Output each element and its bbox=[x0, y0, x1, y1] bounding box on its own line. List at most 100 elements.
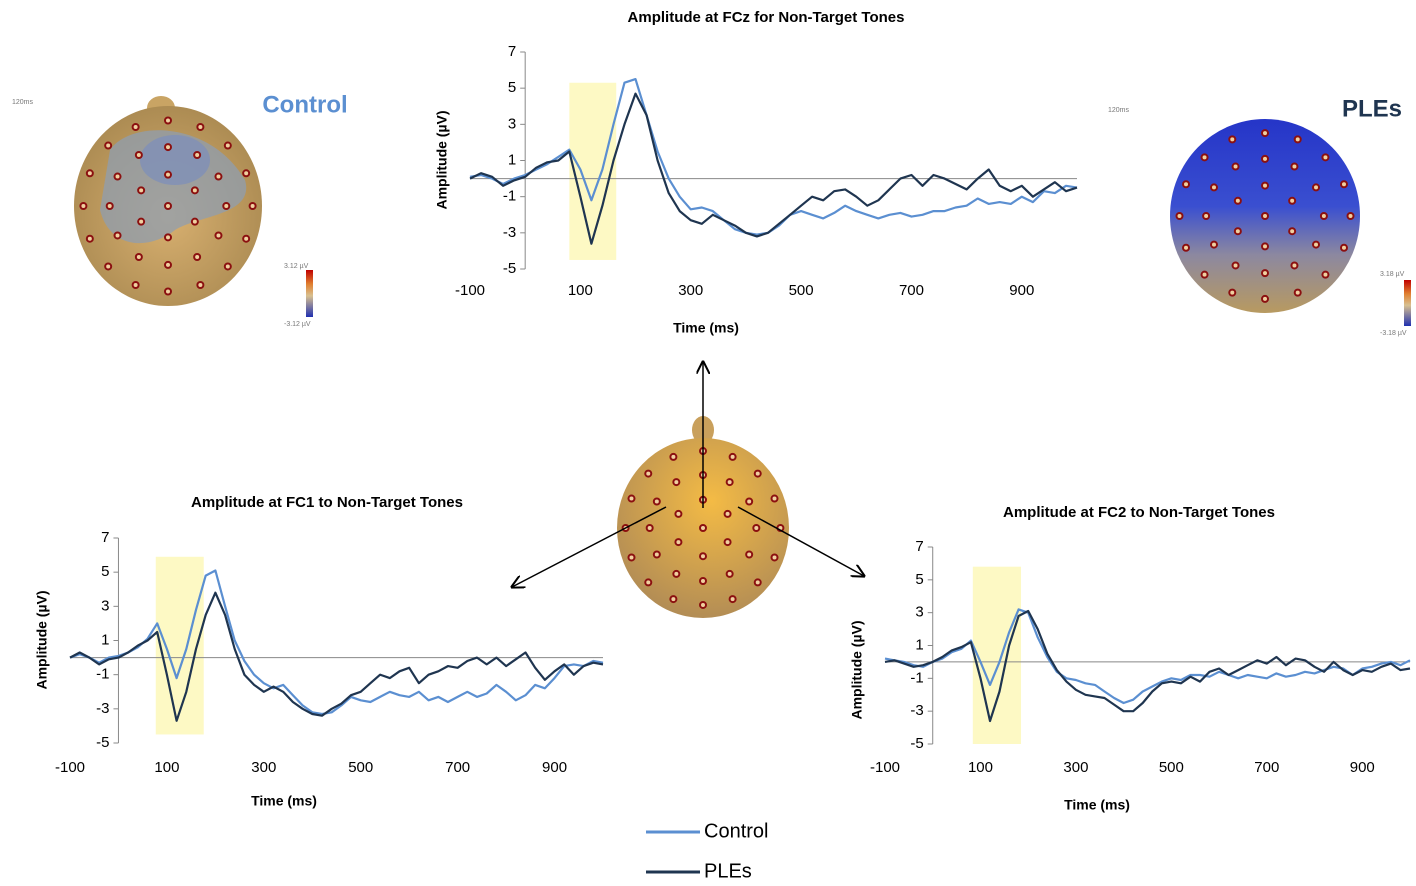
x-tick-label: 700 bbox=[445, 759, 470, 776]
electrode bbox=[1233, 196, 1242, 205]
topomap-label: PLEs bbox=[1342, 95, 1402, 122]
electrode bbox=[193, 253, 202, 262]
x-tick-label: 500 bbox=[789, 282, 814, 299]
electrode bbox=[745, 550, 754, 559]
y-tick-label: -3 bbox=[910, 702, 923, 719]
electrode bbox=[113, 231, 122, 240]
scale-max: 3.18 µV bbox=[1380, 271, 1405, 278]
series-line bbox=[884, 608, 1411, 705]
y-axis-label: Amplitude (µV) bbox=[34, 590, 50, 689]
legend-label: Control bbox=[704, 820, 768, 842]
electrode bbox=[674, 509, 683, 518]
series-line bbox=[69, 591, 604, 722]
electrode bbox=[223, 262, 232, 271]
electrode bbox=[753, 578, 762, 587]
series-line bbox=[884, 609, 1411, 723]
electrode bbox=[699, 577, 707, 586]
electrode bbox=[1231, 162, 1240, 171]
y-tick-label: -3 bbox=[503, 224, 516, 241]
electrode bbox=[105, 202, 114, 210]
electrode bbox=[214, 231, 223, 240]
electrode bbox=[1261, 269, 1269, 278]
electrode bbox=[134, 253, 143, 262]
x-tick-label: 300 bbox=[251, 759, 276, 776]
electrode bbox=[652, 497, 661, 506]
x-tick-label: 100 bbox=[968, 759, 993, 776]
electrode bbox=[1321, 153, 1330, 162]
x-tick-label: 500 bbox=[1159, 759, 1184, 776]
electrode bbox=[134, 150, 143, 159]
electrode bbox=[1293, 288, 1302, 297]
electrode bbox=[1175, 212, 1184, 220]
chart-title: Amplitude at FCz for Non-Target Tones bbox=[628, 9, 905, 26]
highlight-region bbox=[155, 556, 204, 735]
electrode bbox=[164, 143, 172, 152]
electrode bbox=[223, 141, 232, 150]
electrode bbox=[193, 150, 202, 159]
scale-min: -3.12 µV bbox=[284, 321, 311, 328]
electrode bbox=[104, 262, 113, 271]
electrode bbox=[1228, 135, 1237, 144]
electrode bbox=[699, 524, 707, 532]
y-tick-label: 5 bbox=[101, 563, 109, 580]
electrode bbox=[652, 550, 661, 559]
electrode bbox=[1288, 227, 1297, 236]
y-axis-label: Amplitude (µV) bbox=[849, 620, 865, 719]
electrode bbox=[1312, 183, 1321, 192]
electrode bbox=[1200, 270, 1209, 279]
scale-min: -3.18 µV bbox=[1380, 330, 1407, 337]
electrode bbox=[1339, 243, 1348, 252]
chart-title: Amplitude at FC1 to Non-Target Tones bbox=[191, 494, 463, 511]
electrode bbox=[164, 287, 172, 296]
x-tick-label: 900 bbox=[1009, 282, 1034, 299]
x-tick-label: -100 bbox=[55, 759, 85, 776]
electrode bbox=[85, 234, 94, 243]
chart-title: Amplitude at FC2 to Non-Target Tones bbox=[1003, 504, 1275, 521]
y-tick-label: 7 bbox=[508, 43, 516, 60]
electrode bbox=[164, 202, 172, 210]
x-axis-label: Time (ms) bbox=[251, 793, 317, 809]
color-scale bbox=[306, 270, 313, 317]
electrode bbox=[214, 172, 223, 181]
ples-topomap bbox=[1170, 119, 1360, 313]
legend-label: PLEs bbox=[704, 860, 752, 882]
x-tick-label: -100 bbox=[455, 282, 485, 299]
electrode bbox=[137, 217, 146, 226]
x-tick-label: 900 bbox=[542, 759, 567, 776]
electrode bbox=[1228, 288, 1237, 297]
electrode bbox=[699, 552, 707, 561]
electrode bbox=[627, 494, 636, 503]
electrode bbox=[725, 569, 734, 578]
y-tick-label: -1 bbox=[910, 669, 923, 686]
arrow bbox=[512, 506, 667, 587]
electrodes bbox=[79, 116, 257, 296]
x-tick-label: 300 bbox=[678, 282, 703, 299]
electrode bbox=[770, 494, 779, 503]
y-axis-label: Amplitude (µV) bbox=[434, 110, 450, 209]
x-tick-label: 500 bbox=[348, 759, 373, 776]
electrode bbox=[242, 234, 251, 243]
electrode bbox=[1346, 212, 1355, 220]
y-tick-label: -5 bbox=[910, 735, 923, 752]
x-tick-label: 700 bbox=[899, 282, 924, 299]
electrode bbox=[1290, 261, 1299, 270]
electrode bbox=[770, 553, 779, 562]
y-tick-label: -1 bbox=[503, 188, 516, 205]
electrode bbox=[164, 170, 172, 179]
electrode bbox=[674, 538, 683, 547]
electrode bbox=[723, 538, 732, 547]
control-topomap bbox=[74, 96, 262, 306]
electrode bbox=[137, 186, 146, 195]
electrode bbox=[1182, 180, 1191, 189]
highlight-region bbox=[972, 566, 1022, 744]
electrode bbox=[728, 595, 737, 604]
y-tick-label: 1 bbox=[101, 631, 109, 648]
electrode bbox=[1288, 196, 1297, 205]
electrode bbox=[131, 280, 140, 289]
electrode bbox=[190, 186, 199, 195]
topomap-time: 120ms bbox=[1108, 107, 1130, 114]
topomap-label: Control bbox=[262, 91, 347, 118]
electrode bbox=[190, 217, 199, 226]
electrode bbox=[113, 172, 122, 181]
